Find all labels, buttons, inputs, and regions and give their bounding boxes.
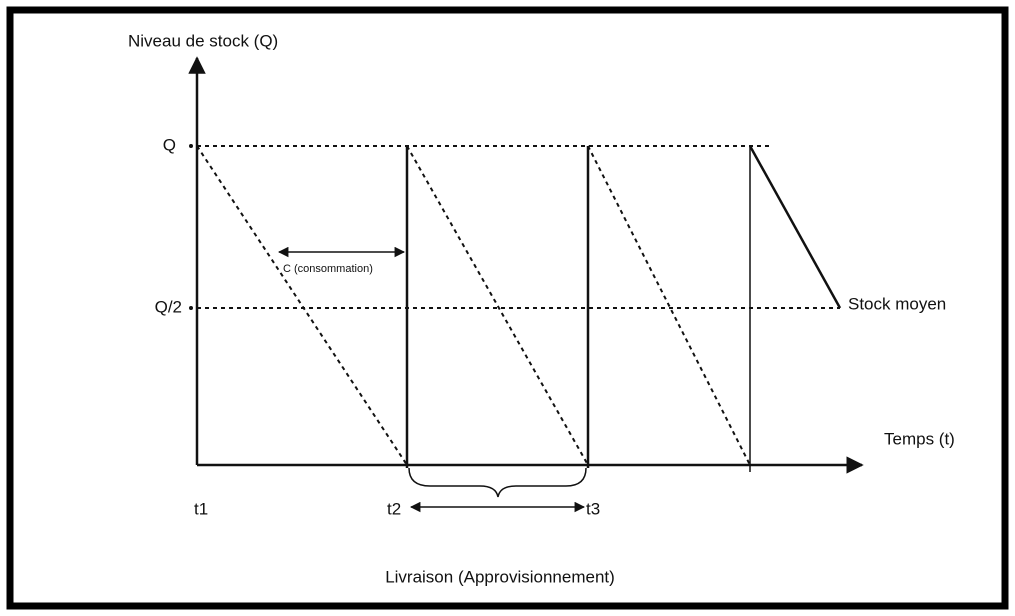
time-label: t2: [387, 499, 401, 518]
time-label: t3: [586, 499, 600, 518]
frame: [6, 6, 1009, 610]
half-q-dot: [189, 306, 193, 310]
level-label: Q: [163, 135, 176, 154]
average-label: Stock moyen: [848, 294, 946, 313]
time-label: t1: [194, 499, 208, 518]
y-axis-label: Niveau de stock (Q): [128, 31, 278, 50]
brace: [408, 467, 587, 498]
consumption-line: [748, 145, 842, 309]
consumption-label: C (consommation): [283, 263, 373, 275]
q-dot: [189, 144, 193, 148]
level-label: Q/2: [155, 297, 182, 316]
x-axis-label: Temps (t): [884, 429, 955, 448]
delivery-label: Livraison (Approvisionnement): [385, 567, 615, 586]
consumption-line: [587, 145, 751, 466]
consumption-line: [196, 145, 408, 466]
consumption-line: [406, 145, 589, 466]
